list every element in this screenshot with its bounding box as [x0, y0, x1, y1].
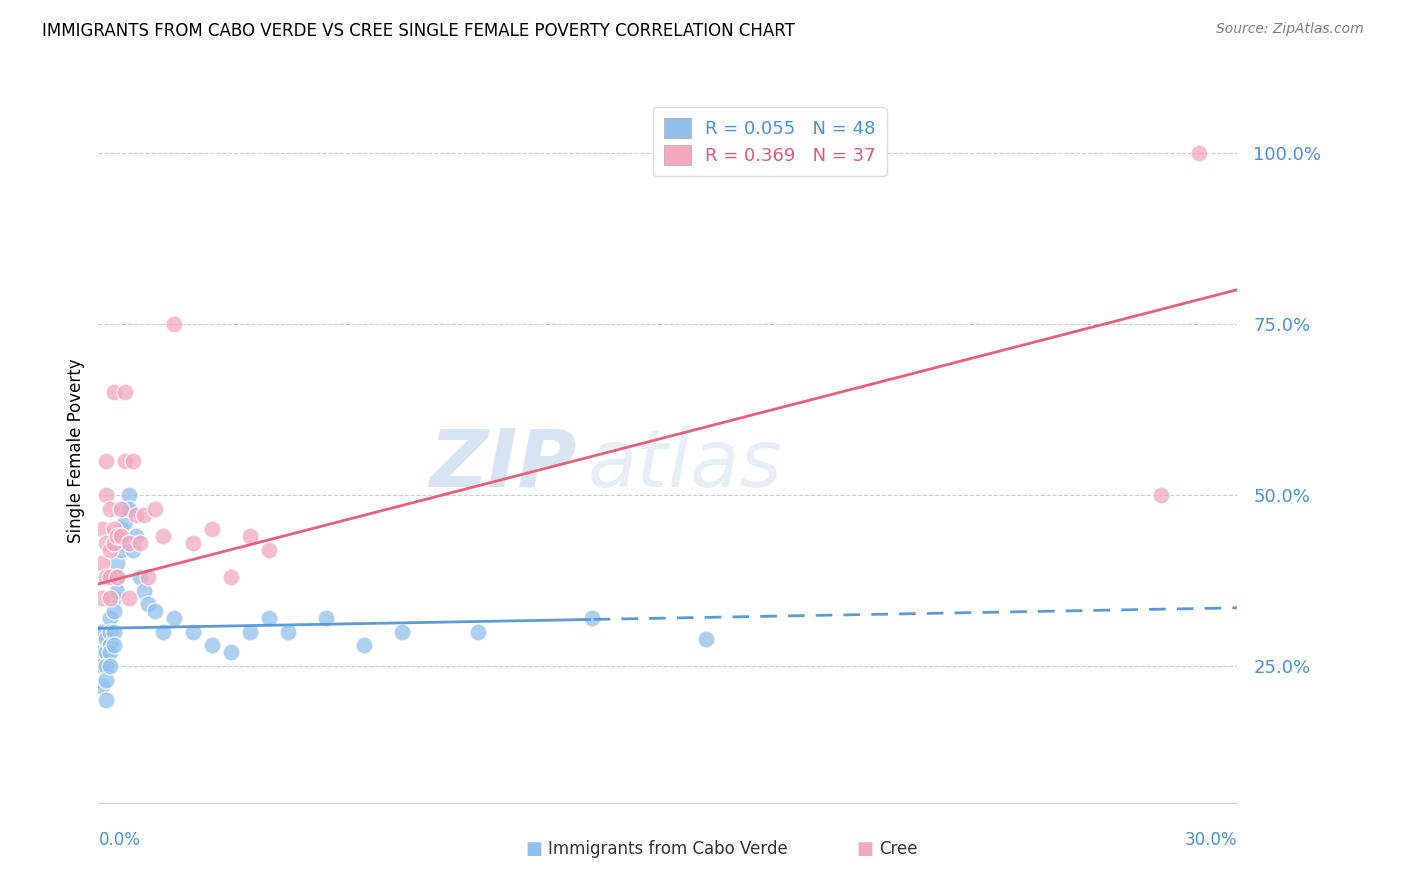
Point	[145, 604, 167, 618]
Point	[118, 536, 141, 550]
Point	[277, 624, 299, 639]
Point	[136, 598, 159, 612]
Point	[110, 536, 132, 550]
Point	[221, 570, 243, 584]
Point	[391, 624, 413, 639]
Point	[152, 624, 174, 639]
Point	[136, 570, 159, 584]
Point	[103, 591, 125, 605]
Point	[98, 659, 121, 673]
Point	[132, 508, 155, 523]
Point	[110, 542, 132, 557]
Text: 30.0%: 30.0%	[1185, 831, 1237, 849]
Point	[107, 570, 129, 584]
Point	[145, 501, 167, 516]
Point	[98, 645, 121, 659]
Point	[353, 639, 375, 653]
Point	[94, 632, 117, 646]
Point	[91, 591, 114, 605]
Point	[239, 624, 262, 639]
Point	[221, 645, 243, 659]
Point	[107, 570, 129, 584]
Point	[94, 454, 117, 468]
Point	[259, 542, 281, 557]
Text: Immigrants from Cabo Verde: Immigrants from Cabo Verde	[548, 840, 789, 858]
Point	[163, 611, 186, 625]
Text: IMMIGRANTS FROM CABO VERDE VS CREE SINGLE FEMALE POVERTY CORRELATION CHART: IMMIGRANTS FROM CABO VERDE VS CREE SINGL…	[42, 22, 794, 40]
Point	[1188, 145, 1211, 160]
Point	[91, 645, 114, 659]
Text: Cree: Cree	[879, 840, 917, 858]
Point	[91, 624, 114, 639]
Point	[98, 501, 121, 516]
Point	[183, 624, 205, 639]
Point	[103, 624, 125, 639]
Point	[132, 583, 155, 598]
Point	[110, 529, 132, 543]
Point	[201, 522, 224, 536]
Point	[118, 591, 141, 605]
Text: Source: ZipAtlas.com: Source: ZipAtlas.com	[1216, 22, 1364, 37]
Point	[94, 645, 117, 659]
Point	[114, 385, 136, 400]
Point	[107, 557, 129, 571]
Point	[98, 591, 121, 605]
Point	[129, 570, 152, 584]
Point	[467, 624, 489, 639]
Point	[98, 624, 121, 639]
Point	[110, 522, 132, 536]
Text: 0.0%: 0.0%	[98, 831, 141, 849]
Point	[239, 529, 262, 543]
Text: atlas: atlas	[588, 425, 783, 504]
Point	[98, 611, 121, 625]
Point	[94, 659, 117, 673]
Point	[183, 536, 205, 550]
Point	[94, 488, 117, 502]
Point	[201, 639, 224, 653]
Point	[152, 529, 174, 543]
Point	[125, 508, 148, 523]
Point	[91, 680, 114, 694]
Text: ■: ■	[526, 840, 543, 858]
Point	[91, 522, 114, 536]
Point	[103, 536, 125, 550]
Point	[118, 501, 141, 516]
Point	[98, 570, 121, 584]
Point	[695, 632, 717, 646]
Point	[94, 536, 117, 550]
Point	[114, 454, 136, 468]
Point	[91, 659, 114, 673]
Point	[259, 611, 281, 625]
Point	[114, 501, 136, 516]
Point	[129, 536, 152, 550]
Legend: R = 0.055   N = 48, R = 0.369   N = 37: R = 0.055 N = 48, R = 0.369 N = 37	[652, 107, 887, 176]
Point	[98, 542, 121, 557]
Y-axis label: Single Female Poverty: Single Female Poverty	[66, 359, 84, 542]
Point	[94, 673, 117, 687]
Point	[125, 529, 148, 543]
Point	[107, 583, 129, 598]
Point	[581, 611, 603, 625]
Point	[114, 516, 136, 530]
Point	[103, 639, 125, 653]
Point	[110, 501, 132, 516]
Point	[94, 570, 117, 584]
Point	[94, 693, 117, 707]
Point	[163, 317, 186, 331]
Point	[118, 488, 141, 502]
Point	[103, 522, 125, 536]
Text: ZIP: ZIP	[429, 425, 576, 504]
Point	[103, 604, 125, 618]
Point	[103, 385, 125, 400]
Point	[1150, 488, 1173, 502]
Point	[91, 557, 114, 571]
Point	[107, 529, 129, 543]
Point	[98, 639, 121, 653]
Point	[121, 542, 143, 557]
Text: ■: ■	[856, 840, 873, 858]
Point	[315, 611, 337, 625]
Point	[121, 454, 143, 468]
